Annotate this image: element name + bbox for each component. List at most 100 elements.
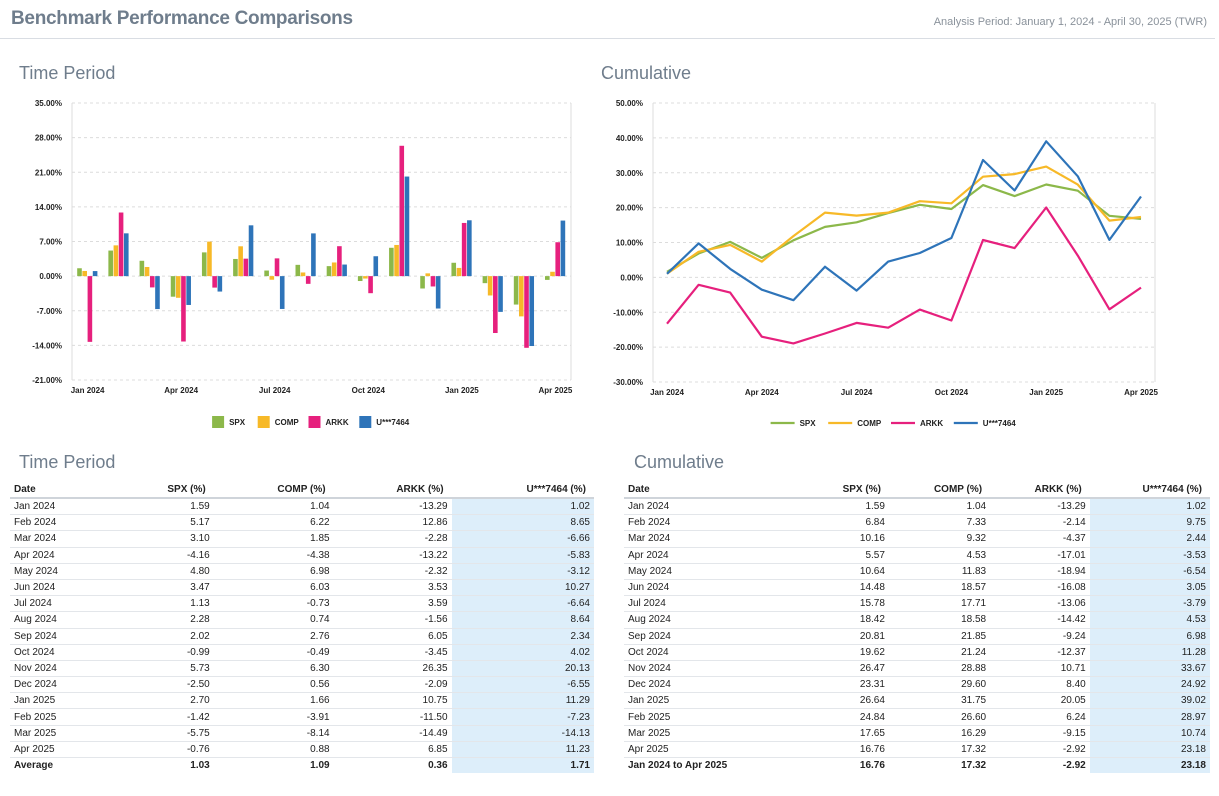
table-row: Feb 2025 -1.42 -3.91 -11.50 -7.23 bbox=[10, 708, 594, 726]
table-cell: 10.16 bbox=[804, 530, 889, 548]
y-tick-label: -20.00% bbox=[613, 343, 643, 352]
bar-comp bbox=[487, 276, 493, 296]
table-cell: 11.29 bbox=[451, 692, 594, 710]
table-cell: -5.75 bbox=[113, 725, 214, 742]
table-cell: -14.49 bbox=[333, 725, 452, 742]
table-cell: 19.62 bbox=[804, 644, 889, 661]
table-cell: -1.56 bbox=[333, 611, 452, 629]
table-cell: -6.55 bbox=[451, 676, 594, 694]
y-tick-label: 0.00% bbox=[620, 273, 643, 282]
table-cell: 20.81 bbox=[804, 628, 889, 645]
column-header: COMP (%) bbox=[213, 482, 334, 499]
bar-comp bbox=[394, 244, 399, 277]
bar-u-7464 bbox=[404, 176, 410, 277]
y-tick-label: 28.00% bbox=[35, 134, 62, 143]
table-cell: 3.47 bbox=[113, 579, 214, 597]
table-row: Feb 2025 24.84 26.60 6.24 28.97 bbox=[624, 708, 1210, 726]
table-cell: 12.86 bbox=[333, 514, 452, 532]
table-cell: Mar 2024 bbox=[624, 530, 805, 548]
y-tick-label: 0.00% bbox=[39, 272, 62, 281]
x-tick-label: Apr 2024 bbox=[745, 388, 779, 397]
table-cell: -4.38 bbox=[213, 547, 334, 564]
legend-swatch-u-7464 bbox=[359, 416, 372, 428]
bar-spx bbox=[108, 250, 113, 277]
table-cell: -3.79 bbox=[1089, 595, 1210, 613]
total-row: Average 1.03 1.09 0.36 1.71 bbox=[10, 757, 594, 774]
table-cell: Apr 2025 bbox=[624, 741, 805, 759]
table-cell: Jun 2024 bbox=[10, 579, 114, 597]
bar-comp bbox=[363, 276, 368, 279]
table-row: Apr 2024 -4.16 -4.38 -13.22 -5.83 bbox=[10, 547, 594, 564]
y-tick-label: -7.00% bbox=[37, 307, 62, 316]
legend-label: SPX bbox=[229, 418, 246, 427]
table-cell: Jan 2024 bbox=[10, 498, 114, 516]
column-header: ARKK (%) bbox=[990, 482, 1090, 499]
table-row: Jan 2025 26.64 31.75 20.05 39.02 bbox=[624, 692, 1210, 710]
table-cell: 2.02 bbox=[113, 628, 214, 645]
table-cell: -13.29 bbox=[333, 498, 452, 516]
table-cell: -3.53 bbox=[1089, 547, 1210, 564]
bar-arkk bbox=[399, 145, 405, 277]
bar-spx bbox=[326, 266, 332, 277]
line-chart: 50.00% 40.00% 30.00% 20.00% 10.00% 0.00% -10.0… bbox=[613, 99, 1158, 428]
table-cell: -13.29 bbox=[990, 498, 1090, 516]
table-cell: 6.85 bbox=[333, 741, 452, 759]
bar-comp bbox=[144, 266, 150, 277]
bar-arkk bbox=[243, 258, 249, 277]
bar-spx bbox=[295, 264, 301, 277]
y-tick-label: 21.00% bbox=[35, 168, 62, 177]
table-cell: 4.02 bbox=[451, 644, 594, 661]
bar-spx bbox=[513, 276, 519, 305]
x-tick-label: Oct 2024 bbox=[935, 388, 969, 397]
table-row: Aug 2024 2.28 0.74 -1.56 8.64 bbox=[10, 611, 594, 629]
table-cell: -0.49 bbox=[213, 644, 334, 661]
bar-comp bbox=[300, 272, 306, 277]
y-tick-label: -14.00% bbox=[32, 341, 62, 350]
x-tick-label: Jan 2025 bbox=[445, 386, 479, 395]
bar-u-7464 bbox=[529, 276, 535, 347]
x-tick-label: Jan 2025 bbox=[1029, 388, 1063, 397]
table-cell: 2.34 bbox=[451, 628, 594, 645]
cumulative-table: Date SPX (%) COMP (%) ARKK (%) U***7464 (%) J… bbox=[624, 482, 1210, 774]
table-cell: Mar 2025 bbox=[624, 725, 805, 742]
bar-u-7464 bbox=[155, 276, 160, 310]
time-period-table: Date SPX (%) COMP (%) ARKK (%) U***7464 (%) J… bbox=[10, 482, 594, 774]
table-cell: 5.57 bbox=[804, 547, 889, 564]
table-cell: 1.02 bbox=[1089, 498, 1210, 516]
bar-arkk bbox=[274, 258, 280, 277]
table-cell: Jan 2024 bbox=[624, 498, 805, 516]
table-cell: 1.03 bbox=[190, 760, 210, 772]
bar-spx bbox=[139, 260, 145, 277]
table-cell: Average bbox=[14, 760, 54, 772]
table-cell: 0.74 bbox=[213, 611, 334, 629]
table-cell: -9.15 bbox=[990, 725, 1090, 742]
y-tick-label: 20.00% bbox=[616, 204, 643, 213]
table-cell: 16.76 bbox=[859, 760, 885, 772]
x-tick-label: Oct 2024 bbox=[352, 386, 386, 395]
table-cell: Apr 2025 bbox=[10, 741, 114, 759]
table-cell: 2.28 bbox=[113, 611, 214, 629]
table-cell: Dec 2024 bbox=[10, 676, 114, 694]
table-row: Jan 2024 1.59 1.04 -13.29 1.02 bbox=[624, 498, 1210, 516]
table-row: Jul 2024 15.78 17.71 -13.06 -3.79 bbox=[624, 595, 1210, 613]
bar-comp bbox=[113, 245, 119, 277]
table-cell: 24.84 bbox=[804, 708, 889, 726]
bar-comp bbox=[456, 267, 462, 277]
analysis-period: Analysis Period: January 1, 2024 - April… bbox=[933, 16, 1207, 28]
legend-swatch-spx bbox=[212, 416, 225, 428]
legend-label: U***7464 bbox=[376, 418, 409, 427]
table-cell: 26.47 bbox=[804, 660, 889, 678]
table-row: Jan 2024 1.59 1.04 -13.29 1.02 bbox=[10, 498, 594, 516]
table-cell: -9.24 bbox=[990, 628, 1090, 645]
bar-chart-title: Time Period bbox=[19, 63, 116, 83]
table-cell: 16.29 bbox=[888, 725, 991, 742]
bar-comp bbox=[269, 276, 275, 280]
series-line-arkk bbox=[666, 206, 1142, 345]
table-row: Dec 2024 -2.50 0.56 -2.09 -6.55 bbox=[10, 676, 594, 694]
table-cell: 28.97 bbox=[1089, 708, 1210, 726]
table-row: May 2024 10.64 11.83 -18.94 -6.54 bbox=[624, 563, 1210, 580]
table-cell: -8.14 bbox=[213, 725, 334, 742]
table-cell: -14.13 bbox=[451, 725, 594, 742]
table-cell: 20.13 bbox=[451, 660, 594, 678]
y-tick-label: 30.00% bbox=[616, 169, 643, 178]
